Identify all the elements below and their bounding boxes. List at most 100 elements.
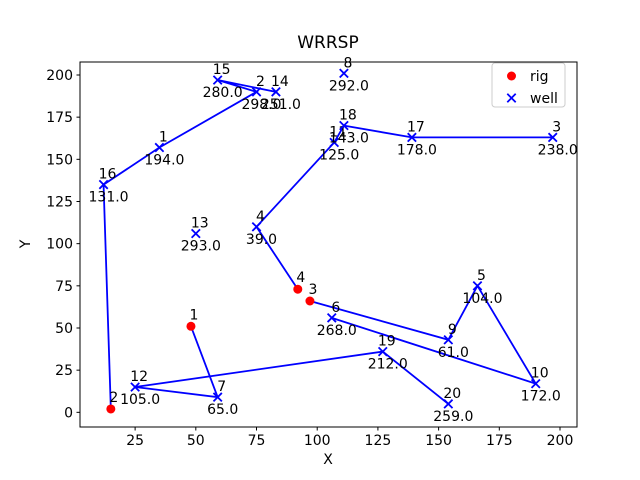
well-marker <box>212 392 223 402</box>
well-value-label: 268.0 <box>317 323 357 339</box>
legend-label-rig: rig <box>530 69 549 85</box>
well-value-label: 125.0 <box>319 147 359 163</box>
well-number-label: 10 <box>531 366 549 382</box>
well-number-label: 17 <box>407 119 425 135</box>
well-marker <box>154 142 165 153</box>
rig-marker <box>305 296 315 306</box>
well-number-label: 11 <box>329 124 347 140</box>
well-value-label: 143.0 <box>329 131 369 147</box>
well-number-label: 5 <box>477 268 486 284</box>
rig-number-label: 1 <box>189 307 198 323</box>
chart-title: WRRSP <box>297 33 358 53</box>
axes-frame <box>79 61 578 428</box>
well-number-label: 12 <box>130 369 148 385</box>
well-value-label: 105.0 <box>120 392 160 408</box>
x-tick-label: 50 <box>187 433 205 449</box>
well-value-label: 251.0 <box>261 97 301 113</box>
y-tick-label: 150 <box>46 152 73 168</box>
well-marker <box>339 120 349 131</box>
y-tick-label: 100 <box>46 237 73 253</box>
well-number-label: 9 <box>448 322 457 338</box>
x-tick-label: 200 <box>547 433 574 449</box>
well-value-label: 178.0 <box>397 142 437 158</box>
well-value-label: 292.0 <box>329 78 369 94</box>
well-marker <box>98 179 109 190</box>
well-number-label: 20 <box>443 386 461 402</box>
well-marker <box>326 313 337 323</box>
well-marker <box>377 346 388 357</box>
y-tick-label: 75 <box>55 279 73 295</box>
series-layer: 1 194.0 2 298.0 3 238.0 4 39.0 5 104.0 6 268.0 7 65.0… <box>89 55 578 425</box>
well-number-label: 14 <box>271 74 289 90</box>
well-value-label: 238.0 <box>538 142 578 158</box>
well-marker <box>407 132 417 143</box>
well-number-label: 4 <box>256 209 265 225</box>
route-line-rig-2 <box>102 79 277 410</box>
well-marker <box>212 75 223 85</box>
well-value-label: 212.0 <box>368 357 408 373</box>
well-number-label: 15 <box>213 62 231 78</box>
rig-number-label: 2 <box>109 390 118 406</box>
well-number-label: 6 <box>331 300 340 316</box>
rig-marker <box>106 404 116 414</box>
y-axis-label: Y <box>18 239 34 249</box>
well-number-label: 18 <box>339 108 357 124</box>
axes-layer: 25 50 75 100 125 150 175 2000255075100125150175… <box>46 61 578 449</box>
well-number-label: 13 <box>191 216 209 232</box>
well-value-label: 65.0 <box>207 402 238 418</box>
well-marker <box>443 334 454 345</box>
well-value-label: 131.0 <box>89 190 129 206</box>
x-tick-label: 175 <box>486 433 513 449</box>
y-tick-label: 200 <box>46 68 73 84</box>
legend-layer: rig well <box>491 62 566 108</box>
well-value-label: 172.0 <box>521 389 561 405</box>
well-number-label: 7 <box>217 379 226 395</box>
well-number-label: 19 <box>378 334 396 350</box>
y-tick-label: 25 <box>55 363 73 379</box>
x-axis-label: X <box>323 452 333 468</box>
rig-marker <box>293 284 303 294</box>
legend-label-well: well <box>530 91 558 107</box>
well-marker <box>251 221 262 232</box>
well-marker <box>271 87 281 97</box>
well-number-label: 16 <box>99 167 117 183</box>
rig-marker <box>186 321 196 331</box>
well-number-label: 1 <box>159 130 168 146</box>
rig-number-label: 4 <box>296 270 305 286</box>
legend-well-marker <box>506 93 517 103</box>
y-tick-label: 125 <box>46 194 73 210</box>
well-marker <box>329 137 340 148</box>
well-marker <box>547 132 558 143</box>
well-marker <box>339 68 349 79</box>
x-tick-label: 125 <box>365 433 392 449</box>
well-marker <box>190 228 201 239</box>
x-tick-label: 150 <box>425 433 452 449</box>
legend-rig-marker <box>507 71 516 81</box>
x-tick-label: 25 <box>126 433 144 449</box>
y-tick-label: 50 <box>55 321 73 337</box>
well-marker <box>472 280 483 291</box>
well-value-label: 293.0 <box>181 239 221 255</box>
y-tick-label: 175 <box>46 110 73 126</box>
well-value-label: 280.0 <box>203 85 243 101</box>
well-number-label: 3 <box>552 119 561 135</box>
y-tick-label: 0 <box>64 405 73 421</box>
well-value-label: 194.0 <box>144 153 184 169</box>
well-value-label: 259.0 <box>433 409 473 425</box>
well-value-label: 298.0 <box>241 97 281 113</box>
well-value-label: 39.0 <box>246 232 277 248</box>
well-number-label: 2 <box>256 74 265 90</box>
route-line-rig-4 <box>255 124 554 291</box>
well-number-label: 8 <box>343 55 352 71</box>
well-value-label: 104.0 <box>462 291 502 307</box>
well-marker <box>130 382 140 392</box>
x-tick-label: 75 <box>248 433 266 449</box>
well-marker <box>251 87 262 97</box>
rig-number-label: 3 <box>308 282 317 298</box>
x-tick-label: 100 <box>304 433 331 449</box>
well-marker <box>443 399 454 409</box>
well-marker <box>530 378 541 389</box>
well-value-label: 61.0 <box>438 345 469 361</box>
